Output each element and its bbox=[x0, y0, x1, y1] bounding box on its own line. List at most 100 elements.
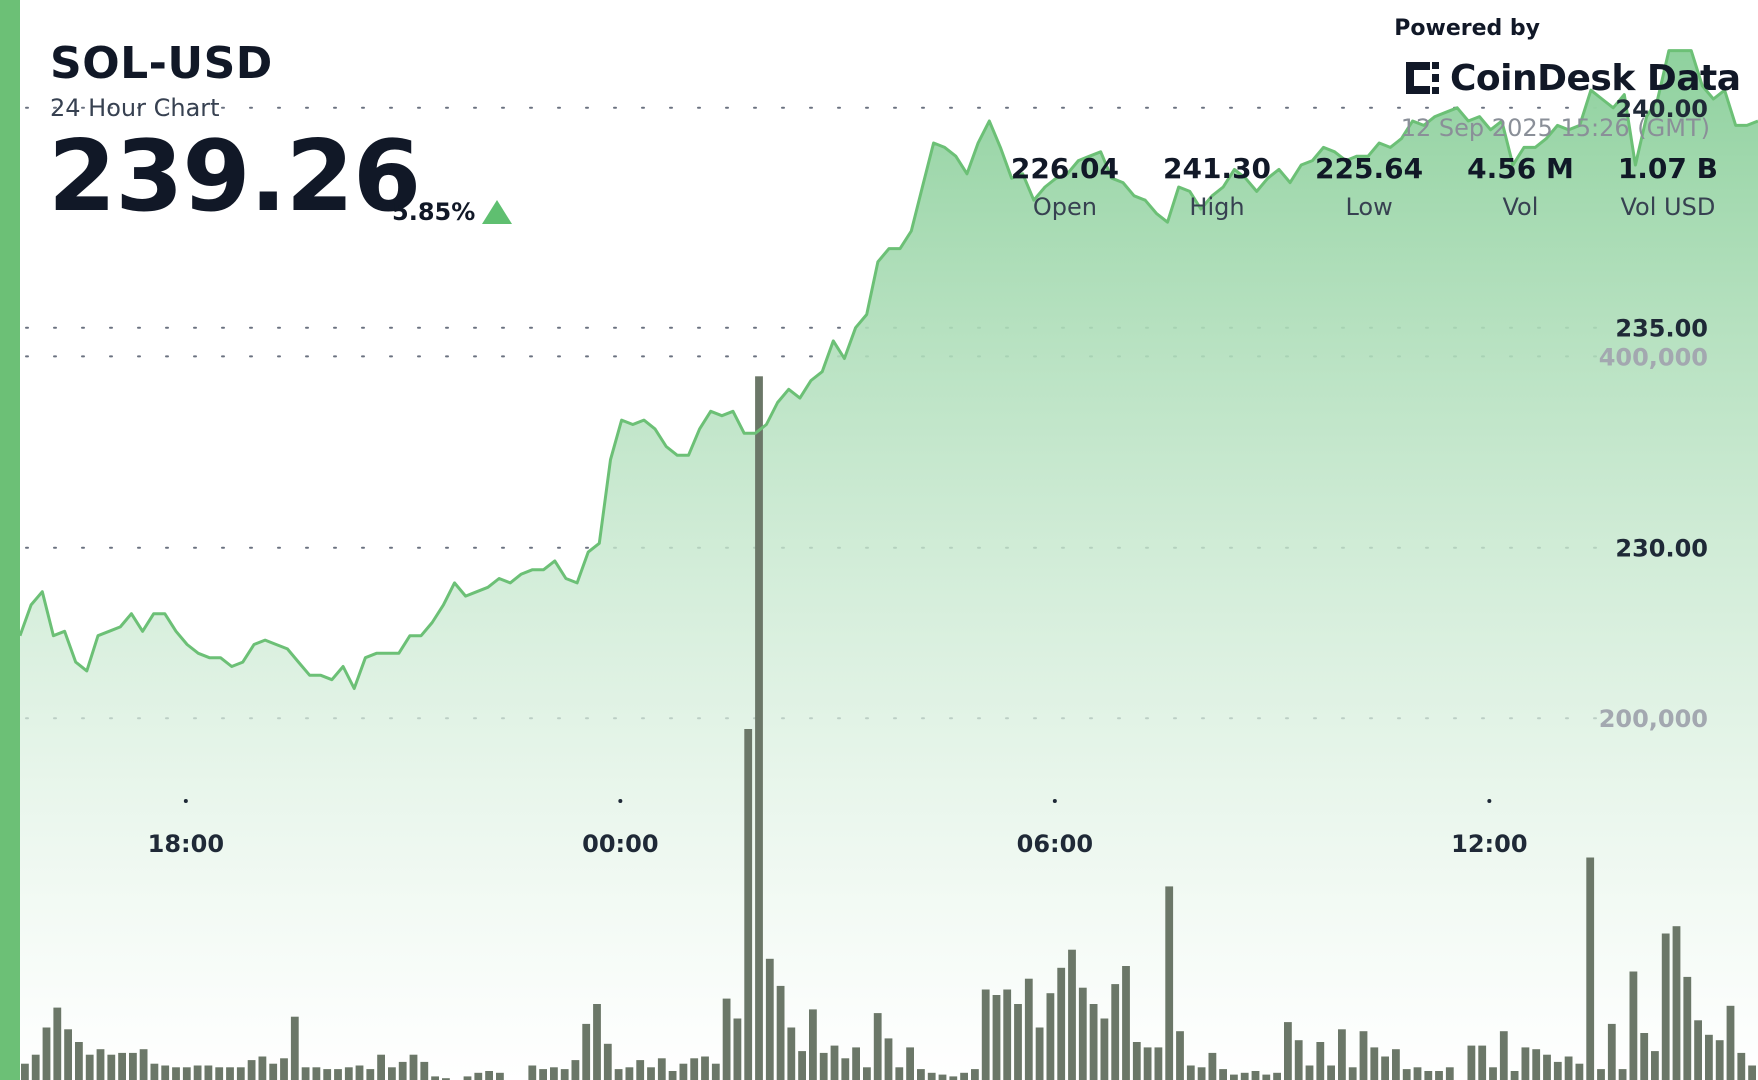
stat-label: Vol USD bbox=[1620, 193, 1716, 221]
volume-bar bbox=[129, 1052, 137, 1080]
volume-bar bbox=[1629, 971, 1638, 1080]
volume-bar bbox=[582, 1023, 591, 1080]
volume-bar bbox=[1381, 1056, 1389, 1080]
volume-bar bbox=[960, 1072, 968, 1080]
volume-bar bbox=[550, 1067, 558, 1080]
price-tick-label: 235.00 bbox=[1615, 315, 1708, 343]
volume-bar bbox=[150, 1063, 159, 1080]
volume-bar bbox=[31, 1054, 40, 1080]
volume-bar bbox=[64, 1029, 72, 1080]
volume-bar bbox=[344, 1067, 353, 1080]
volume-bar bbox=[258, 1056, 267, 1080]
coindesk-logo-icon bbox=[1406, 62, 1439, 94]
volume-bar bbox=[765, 958, 774, 1080]
volume-bar bbox=[280, 1058, 288, 1080]
price-change-percent: 5.85% bbox=[392, 198, 476, 226]
volume-bar bbox=[1607, 1023, 1616, 1080]
volume-bar bbox=[1014, 1004, 1022, 1080]
volume-bar bbox=[917, 1069, 925, 1080]
volume-bar bbox=[1294, 1040, 1303, 1080]
volume-bar bbox=[474, 1072, 483, 1080]
volume-bar bbox=[1100, 1018, 1109, 1080]
volume-bar bbox=[269, 1063, 278, 1080]
price-tick-label: 240.00 bbox=[1615, 95, 1708, 123]
volume-bar bbox=[420, 1061, 429, 1080]
price-area-fill bbox=[20, 50, 1758, 1080]
volume-bar bbox=[992, 995, 1001, 1080]
volume-bar bbox=[787, 1027, 796, 1080]
volume-bar bbox=[75, 1042, 83, 1080]
volume-bar bbox=[938, 1074, 947, 1080]
volume-tick-label: 400,000 bbox=[1599, 343, 1708, 371]
volume-bar bbox=[668, 1071, 677, 1080]
volume-bar bbox=[485, 1071, 493, 1080]
volume-bar bbox=[873, 1013, 882, 1080]
volume-bar bbox=[1705, 1034, 1713, 1080]
volume-bar bbox=[1024, 978, 1033, 1080]
volume-bar bbox=[852, 1047, 860, 1080]
volume-bar bbox=[841, 1058, 850, 1080]
brand-name: CoinDesk Data bbox=[1450, 57, 1741, 99]
stat-value: 4.56 M bbox=[1467, 152, 1574, 185]
x-tick-label: 06:00 bbox=[1017, 830, 1093, 858]
accent-bar bbox=[0, 0, 20, 1080]
volume-bar bbox=[388, 1067, 396, 1080]
volume-bar bbox=[1327, 1065, 1335, 1080]
stat-value: 226.04 bbox=[1010, 152, 1119, 185]
volume-bar bbox=[701, 1056, 709, 1080]
volume-bar bbox=[301, 1067, 310, 1080]
volume-bar bbox=[733, 1018, 742, 1080]
data-timestamp: 12 Sep 2025 15:26 (GMT) bbox=[1400, 114, 1710, 142]
volume-bar bbox=[776, 985, 785, 1080]
x-tick-mark bbox=[1487, 799, 1492, 803]
volume-bar bbox=[1543, 1054, 1551, 1080]
volume-bar bbox=[290, 1016, 299, 1080]
volume-bar bbox=[1273, 1072, 1281, 1080]
volume-bar bbox=[1597, 1069, 1605, 1080]
volume-bar bbox=[614, 1069, 623, 1080]
volume-bar bbox=[204, 1065, 213, 1080]
volume-bar bbox=[442, 1078, 450, 1080]
volume-bar bbox=[1208, 1052, 1217, 1080]
x-tick-mark bbox=[183, 799, 188, 803]
volume-bar bbox=[798, 1051, 806, 1080]
volume-bar bbox=[1661, 933, 1670, 1080]
volume-bar bbox=[1111, 984, 1120, 1080]
x-tick-label: 00:00 bbox=[582, 830, 658, 858]
volume-bar bbox=[603, 1043, 612, 1080]
volume-bar bbox=[193, 1065, 202, 1080]
volume-bar bbox=[1586, 857, 1595, 1080]
volume-bar bbox=[981, 989, 990, 1080]
volume-bar bbox=[1424, 1071, 1433, 1080]
coindesk-data-logo[interactable]: CoinDesk Data bbox=[1402, 56, 1741, 100]
volume-bar bbox=[1467, 1045, 1476, 1080]
volume-bar bbox=[1651, 1051, 1659, 1080]
volume-bar bbox=[1197, 1067, 1206, 1080]
volume-bar bbox=[819, 1052, 828, 1080]
volume-bar bbox=[636, 1060, 645, 1080]
volume-bar bbox=[1392, 1049, 1400, 1080]
volume-bar bbox=[593, 1004, 601, 1080]
price-tick-label: 230.00 bbox=[1615, 535, 1708, 563]
volume-bar bbox=[1359, 1031, 1368, 1080]
volume-bar bbox=[1402, 1069, 1411, 1080]
stat-vol-usd: 1.07 B Vol USD bbox=[1618, 152, 1718, 221]
volume-bar bbox=[42, 1027, 51, 1080]
volume-bar bbox=[161, 1065, 170, 1080]
volume-bar bbox=[1230, 1074, 1238, 1080]
stat-open: 226.04 Open bbox=[1011, 152, 1119, 221]
volume-bar bbox=[755, 376, 763, 1080]
volume-bar bbox=[722, 998, 731, 1080]
volume-bar bbox=[1726, 1005, 1735, 1080]
x-tick-label: 18:00 bbox=[148, 830, 224, 858]
volume-bar bbox=[711, 1063, 720, 1080]
volume-bar bbox=[679, 1063, 688, 1080]
volume-bar bbox=[96, 1049, 105, 1080]
chart-subtitle: 24 Hour Chart bbox=[50, 94, 220, 122]
volume-bar bbox=[1737, 1052, 1746, 1080]
volume-bar bbox=[496, 1072, 504, 1080]
x-tick-mark bbox=[1052, 799, 1057, 803]
stat-value: 225.64 bbox=[1315, 152, 1424, 185]
volume-bar bbox=[1575, 1063, 1584, 1080]
